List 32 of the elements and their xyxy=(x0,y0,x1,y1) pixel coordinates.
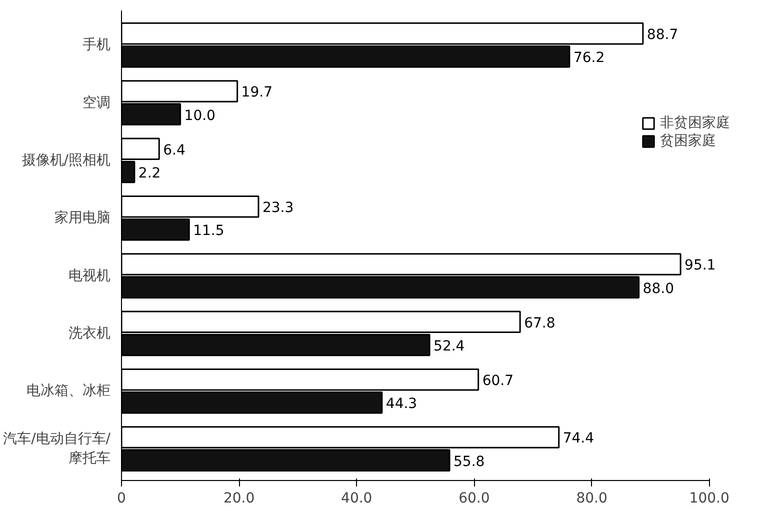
data-label: 88.0 xyxy=(642,280,674,297)
x-tick-label: 100.0 xyxy=(689,490,730,506)
data-label: 76.2 xyxy=(573,50,605,66)
data-label: 67.8 xyxy=(524,315,556,332)
y-tick-label: 家用电脑 xyxy=(54,210,110,226)
y-tick-label: 摄像机/照相机 xyxy=(22,152,110,168)
y-tick-label: 手机 xyxy=(82,37,110,54)
y-tick-label: 洗衣机 xyxy=(68,325,110,342)
data-label: 10.0 xyxy=(184,108,216,124)
data-label: 6.4 xyxy=(163,142,186,158)
data-label: 19.7 xyxy=(241,84,272,101)
x-tick-label: 20.0 xyxy=(223,490,255,506)
data-label: 95.1 xyxy=(684,258,716,274)
y-tick-label: 电视机 xyxy=(68,268,110,284)
y-tick-label: 空调 xyxy=(82,94,110,111)
y-tick-label: 汽车/电动自行车/ 摩托车 xyxy=(3,431,111,466)
data-label: 74.4 xyxy=(562,430,594,447)
data-label: 60.7 xyxy=(482,373,514,390)
x-tick-label: 40.0 xyxy=(341,490,372,506)
x-tick-label: 60.0 xyxy=(458,490,490,506)
y-tick-label: 电冰箱、冰柜 xyxy=(26,383,110,400)
x-tick-label: 0 xyxy=(117,490,126,506)
data-label: 55.8 xyxy=(454,454,485,470)
data-label: 44.3 xyxy=(386,396,418,412)
data-label: 52.4 xyxy=(434,338,465,354)
data-label: 88.7 xyxy=(646,27,678,44)
data-label: 11.5 xyxy=(193,223,224,240)
legend-label: 贫困家庭 xyxy=(660,132,716,150)
data-label: 23.3 xyxy=(262,200,294,216)
data-label: 2.2 xyxy=(138,165,161,182)
legend-label: 非贫困家庭 xyxy=(660,114,730,132)
x-tick-label: 80.0 xyxy=(576,490,608,506)
